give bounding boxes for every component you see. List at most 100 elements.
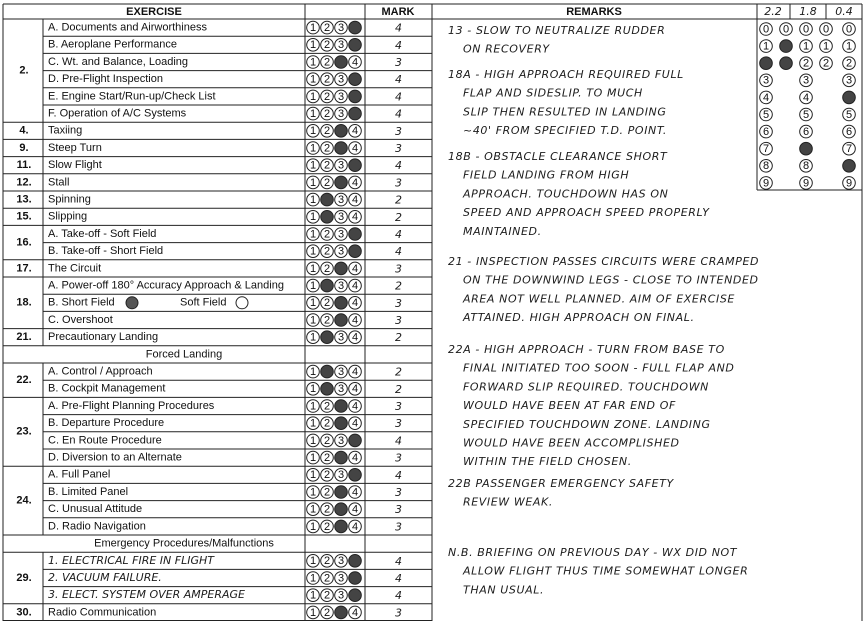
grade-digit: 2 [324,56,330,68]
grade-digit: 3 [338,280,344,292]
score-bubble [842,22,856,36]
exercise-label: B. Cockpit Management [48,383,165,395]
score-bubble [759,22,773,36]
mark: 2 [395,194,402,207]
score-bubble [759,159,773,173]
grade-digit: 1 [310,263,316,275]
grade-bubble [348,227,362,241]
remark-line: FLAP AND SIDESLIP. TO MUCH [463,87,643,100]
grade-bubble [348,416,362,431]
mark: 4 [395,245,402,258]
mark: 2 [395,280,402,293]
mark: 2 [395,331,402,344]
exercise-number: 17. [16,262,31,274]
grade-digit: 2 [324,607,330,619]
grade-bubble [306,158,320,172]
mark: 3 [395,503,402,516]
score-digit: 8 [763,160,769,172]
grade-digit: 1 [310,452,316,464]
grade-digit: 2 [324,435,330,447]
grade-bubble [320,106,334,121]
grade-digit: 4 [352,142,358,154]
remark-line: WITHIN THE FIELD CHOSEN. [463,455,632,468]
grade-bubble [334,399,348,413]
exercise-number: 2. [19,65,28,77]
grade-bubble [334,433,348,448]
mark: 4 [395,434,402,447]
grade-bubble [306,124,320,138]
score-bubble [759,73,773,88]
exercise-label: Taxiing [48,125,82,137]
grade-bubble [334,502,348,517]
remark-line: ALLOW FLIGHT THUS TIME SOMEWHAT LONGER [462,565,748,578]
grade-bubble [334,296,348,310]
exercise-label: C. Wt. and Balance, Loading [48,56,188,68]
score-bubble [759,39,773,53]
grade-digit: 2 [324,590,330,602]
grade-digit: 3 [338,74,344,86]
grade-digit: 4 [352,504,358,516]
exercise-label: E. Engine Start/Run-up/Check List [48,90,216,102]
score-digit: 9 [846,177,852,189]
exercise-label: D. Pre-Flight Inspection [48,73,163,85]
grade-bubble [348,433,362,448]
grade-bubble [348,106,362,121]
score-bubble [842,90,856,105]
grade-bubble [334,313,348,327]
grade-bubble [320,588,334,603]
grade-bubble [306,588,320,603]
mark: 3 [395,142,402,155]
grade-digit: 4 [352,366,358,378]
grade-bubble [320,330,334,345]
grade-digit: 1 [310,160,316,172]
grade-bubble [348,313,362,327]
grade-bubble [320,571,334,585]
score-bubble [799,56,813,71]
grade-digit: 1 [310,91,316,103]
grade-bubble [306,364,320,379]
grade-digit: 1 [310,194,316,206]
grade-digit: 1 [310,314,316,326]
mark: 4 [395,39,402,52]
score: 1.8 [799,5,817,18]
grade-digit: 4 [352,332,358,344]
grade-digit: 1 [310,435,316,447]
grade-bubble [320,416,334,431]
exercise-number: 12. [16,176,31,188]
remark-line: ON RECOVERY [463,43,550,56]
exercise-number: 4. [19,125,28,137]
grade-bubble [348,605,362,620]
grade-bubble [334,485,348,499]
grade-bubble [348,364,362,379]
exercise-label: C. Unusual Attitude [48,503,142,515]
exercise-number: 30. [16,606,31,618]
mark: 4 [395,108,402,121]
exercise-number: 24. [16,495,31,507]
grade-digit: 3 [338,572,344,584]
grade-digit: 3 [338,160,344,172]
grade-bubble [334,244,348,258]
grade-digit: 2 [324,452,330,464]
grade-bubble [348,382,362,396]
grade-bubble [334,364,348,379]
remark-line: SPEED AND APPROACH SPEED PROPERLY [463,206,710,219]
grade-digit: 1 [310,366,316,378]
grade-bubble [348,158,362,172]
remark-line: FORWARD SLIP REQUIRED. TOUCHDOWN [463,380,709,393]
grade-digit: 1 [310,177,316,189]
exercise-label: Spinning [48,194,91,206]
score-digit: 3 [763,75,769,87]
exercise-label: B. Limited Panel [48,486,128,498]
grade-digit: 1 [310,590,316,602]
grade-bubble [334,158,348,172]
exercise-number: 13. [16,194,31,206]
grade-digit: 3 [338,383,344,395]
grade-bubble [334,554,348,568]
exercise-label: Soft Field [180,297,226,309]
score-bubble [759,176,773,190]
grade-bubble [320,141,334,155]
grade-digit: 3 [338,108,344,120]
grade-bubble [334,89,348,104]
grade-digit: 3 [338,590,344,602]
